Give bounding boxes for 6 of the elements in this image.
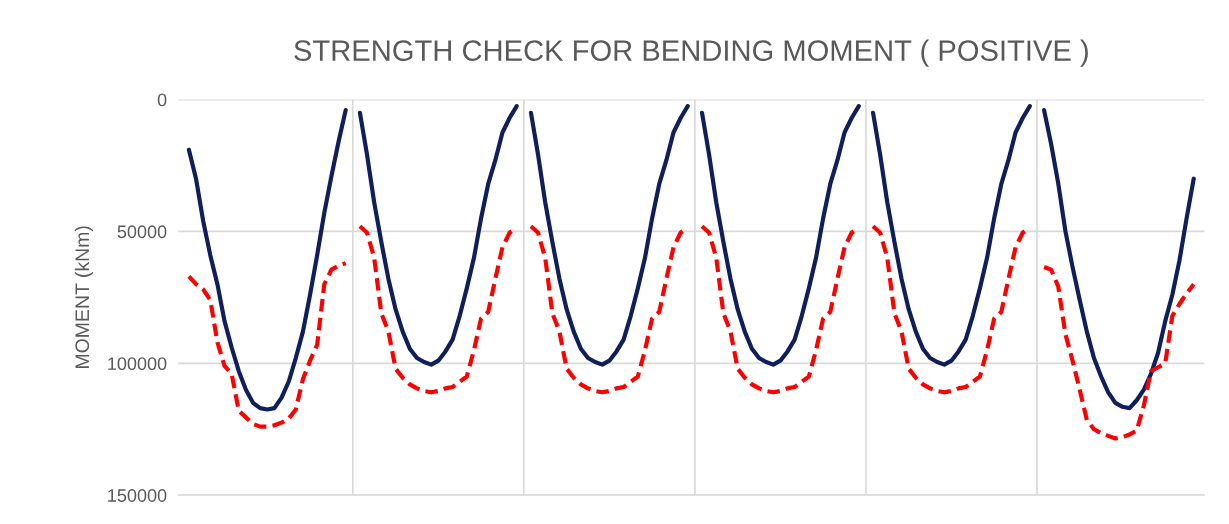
y-tick-label: 100000 [108, 357, 167, 371]
y-tick-label: 0 [157, 93, 167, 107]
y-tick-label: 50000 [117, 225, 167, 239]
y-tick-label: 150000 [108, 489, 167, 502]
y-axis-title: MOMENT (kNm) [74, 226, 93, 368]
chart-title: STRENGTH CHECK FOR BENDING MOMENT ( POSITIVE ) [294, 39, 1088, 67]
